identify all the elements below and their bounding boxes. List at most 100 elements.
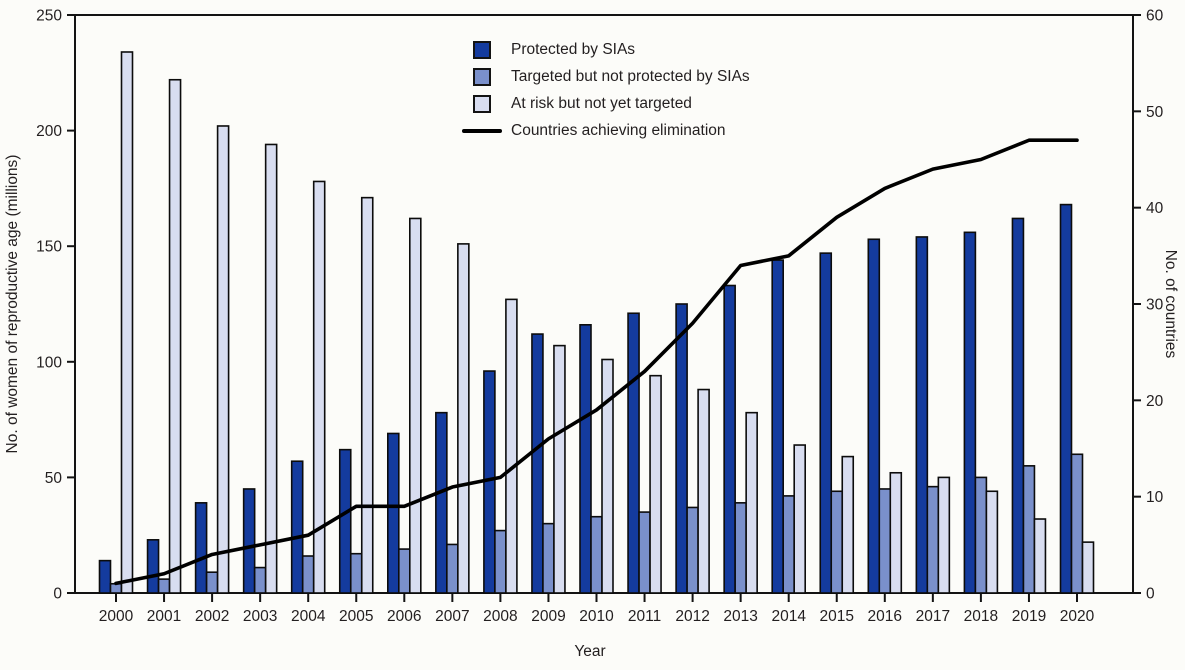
year-label-2012: 2012 xyxy=(675,608,709,625)
bar-protected-2015 xyxy=(819,252,833,594)
bar-targeted-2006 xyxy=(397,548,411,594)
legend-label-at-risk: At risk but not yet targeted xyxy=(511,94,692,112)
bar-at-risk-2003 xyxy=(264,143,278,594)
bar-at-risk-2000 xyxy=(120,51,134,594)
year-label-2002: 2002 xyxy=(195,608,229,625)
year-label-2004: 2004 xyxy=(291,608,326,625)
bar-protected-2020 xyxy=(1059,203,1073,594)
legend-key xyxy=(460,128,504,133)
bar-targeted-2018 xyxy=(974,476,988,594)
bar-protected-2012 xyxy=(675,303,688,594)
bar-at-risk-2011 xyxy=(649,374,662,594)
bar-targeted-2012 xyxy=(686,506,699,594)
x-axis-title: Year xyxy=(574,643,606,660)
tick-label-right-60: 60 xyxy=(1146,8,1164,25)
bar-at-risk-2007 xyxy=(457,243,470,594)
bar-targeted-2011 xyxy=(638,511,651,594)
tick-label-left-200: 200 xyxy=(36,123,62,140)
legend-label-protected: Protected by SIAs xyxy=(511,40,636,58)
bar-at-risk-2005 xyxy=(360,196,374,594)
bar-protected-2001 xyxy=(146,539,160,594)
year-label-2017: 2017 xyxy=(916,608,950,625)
bar-protected-2002 xyxy=(194,502,208,594)
bar-protected-2005 xyxy=(338,448,352,594)
tick-label-left-100: 100 xyxy=(36,354,62,371)
bar-at-risk-2018 xyxy=(985,490,999,594)
tick-label-right-10: 10 xyxy=(1146,489,1164,506)
bar-protected-2000 xyxy=(98,559,112,594)
bar-at-risk-2012 xyxy=(697,388,710,594)
bar-at-risk-2020 xyxy=(1081,541,1095,594)
legend-row-at-risk: At risk but not yet targeted xyxy=(460,90,750,117)
year-label-2005: 2005 xyxy=(339,608,373,625)
bar-at-risk-2001 xyxy=(168,78,182,594)
year-label-2000: 2000 xyxy=(99,608,134,625)
tick-label-right-20: 20 xyxy=(1146,393,1164,410)
bar-protected-2010 xyxy=(579,324,592,594)
year-label-2003: 2003 xyxy=(243,608,277,625)
tick-label-right-50: 50 xyxy=(1146,104,1164,121)
bar-at-risk-2009 xyxy=(553,344,566,594)
bar-targeted-2017 xyxy=(926,485,940,594)
bar-protected-2017 xyxy=(915,236,929,594)
bar-targeted-2014 xyxy=(782,495,796,594)
bar-targeted-2016 xyxy=(878,488,892,594)
bar-at-risk-2008 xyxy=(505,298,518,594)
elimination-line xyxy=(114,138,1079,586)
bar-targeted-2005 xyxy=(349,552,363,594)
year-label-2015: 2015 xyxy=(820,608,854,625)
bar-targeted-2008 xyxy=(494,529,507,594)
bar-protected-2016 xyxy=(867,238,881,594)
bar-at-risk-2004 xyxy=(312,180,326,594)
bar-targeted-2015 xyxy=(830,490,844,594)
legend-key xyxy=(460,94,504,113)
legend-swatch-targeted-icon xyxy=(473,67,491,86)
tick-label-right-40: 40 xyxy=(1146,200,1164,217)
bar-targeted-2002 xyxy=(205,571,219,594)
legend-swatch-protected-icon xyxy=(473,40,491,59)
tick-label-left-0: 0 xyxy=(53,586,62,603)
tick-label-left-250: 250 xyxy=(36,8,62,25)
bar-at-risk-2016 xyxy=(889,471,903,594)
bar-protected-2003 xyxy=(242,488,256,594)
legend-row-targeted: Targeted but not protected by SIAs xyxy=(460,63,750,90)
bar-at-risk-2013 xyxy=(745,411,758,594)
bar-protected-2007 xyxy=(435,411,448,594)
legend-row-elimination: Countries achieving elimination xyxy=(460,117,750,144)
bar-protected-2009 xyxy=(531,333,544,594)
year-label-2001: 2001 xyxy=(147,608,181,625)
bar-targeted-2001 xyxy=(157,578,171,594)
year-label-2018: 2018 xyxy=(964,608,998,625)
legend-key xyxy=(460,67,504,86)
year-label-2013: 2013 xyxy=(723,608,757,625)
bar-targeted-2004 xyxy=(301,555,315,594)
tick-label-right-30: 30 xyxy=(1146,297,1164,314)
tick-label-right-0: 0 xyxy=(1146,586,1155,603)
year-label-2011: 2011 xyxy=(628,608,661,625)
year-label-2009: 2009 xyxy=(531,608,565,625)
tick-label-left-150: 150 xyxy=(36,239,62,256)
legend-label-targeted: Targeted but not protected by SIAs xyxy=(511,67,750,85)
bar-targeted-2020 xyxy=(1070,453,1084,594)
chart-legend: Protected by SIAs Targeted but not prote… xyxy=(460,36,750,144)
bar-targeted-2010 xyxy=(590,515,603,594)
legend-row-protected: Protected by SIAs xyxy=(460,36,750,63)
tick-label-left-50: 50 xyxy=(45,470,63,487)
bar-protected-2006 xyxy=(386,432,400,594)
year-label-2008: 2008 xyxy=(483,608,517,625)
bar-targeted-2007 xyxy=(446,543,459,594)
bar-at-risk-2015 xyxy=(841,455,855,594)
year-label-2014: 2014 xyxy=(771,608,806,625)
bar-protected-2013 xyxy=(723,284,736,594)
bar-targeted-2009 xyxy=(542,522,555,594)
bar-targeted-2003 xyxy=(253,566,267,594)
legend-key xyxy=(460,40,504,59)
legend-label-elimination: Countries achieving elimination xyxy=(511,121,726,139)
year-label-2016: 2016 xyxy=(868,608,902,625)
year-label-2010: 2010 xyxy=(579,608,614,625)
right-axis-title: No. of countries xyxy=(1162,249,1179,359)
bar-protected-2014 xyxy=(771,259,785,594)
year-label-2007: 2007 xyxy=(435,608,469,625)
